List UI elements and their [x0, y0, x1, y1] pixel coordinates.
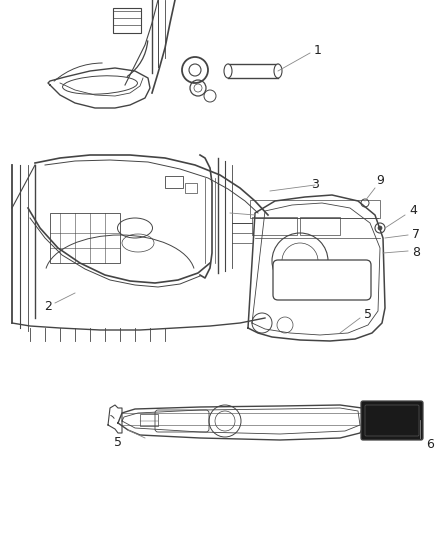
- Text: 5: 5: [114, 437, 122, 449]
- Text: 4: 4: [409, 205, 417, 217]
- Bar: [252, 217, 297, 235]
- Text: 3: 3: [311, 179, 319, 191]
- Bar: [250, 200, 380, 218]
- Text: 7: 7: [412, 229, 420, 241]
- Bar: [185, 183, 197, 193]
- Text: 2: 2: [44, 301, 52, 313]
- Circle shape: [378, 226, 382, 230]
- Ellipse shape: [224, 64, 232, 78]
- Ellipse shape: [274, 64, 282, 78]
- Bar: [140, 414, 158, 426]
- Bar: [50, 213, 120, 263]
- Text: 9: 9: [376, 174, 384, 188]
- Text: 6: 6: [426, 439, 434, 451]
- FancyBboxPatch shape: [361, 401, 423, 440]
- Bar: [165, 176, 183, 188]
- Text: 8: 8: [412, 246, 420, 260]
- Text: 5: 5: [364, 309, 372, 321]
- Text: 1: 1: [314, 44, 322, 56]
- FancyBboxPatch shape: [273, 260, 371, 300]
- Bar: [113, 8, 141, 33]
- Bar: [300, 217, 340, 235]
